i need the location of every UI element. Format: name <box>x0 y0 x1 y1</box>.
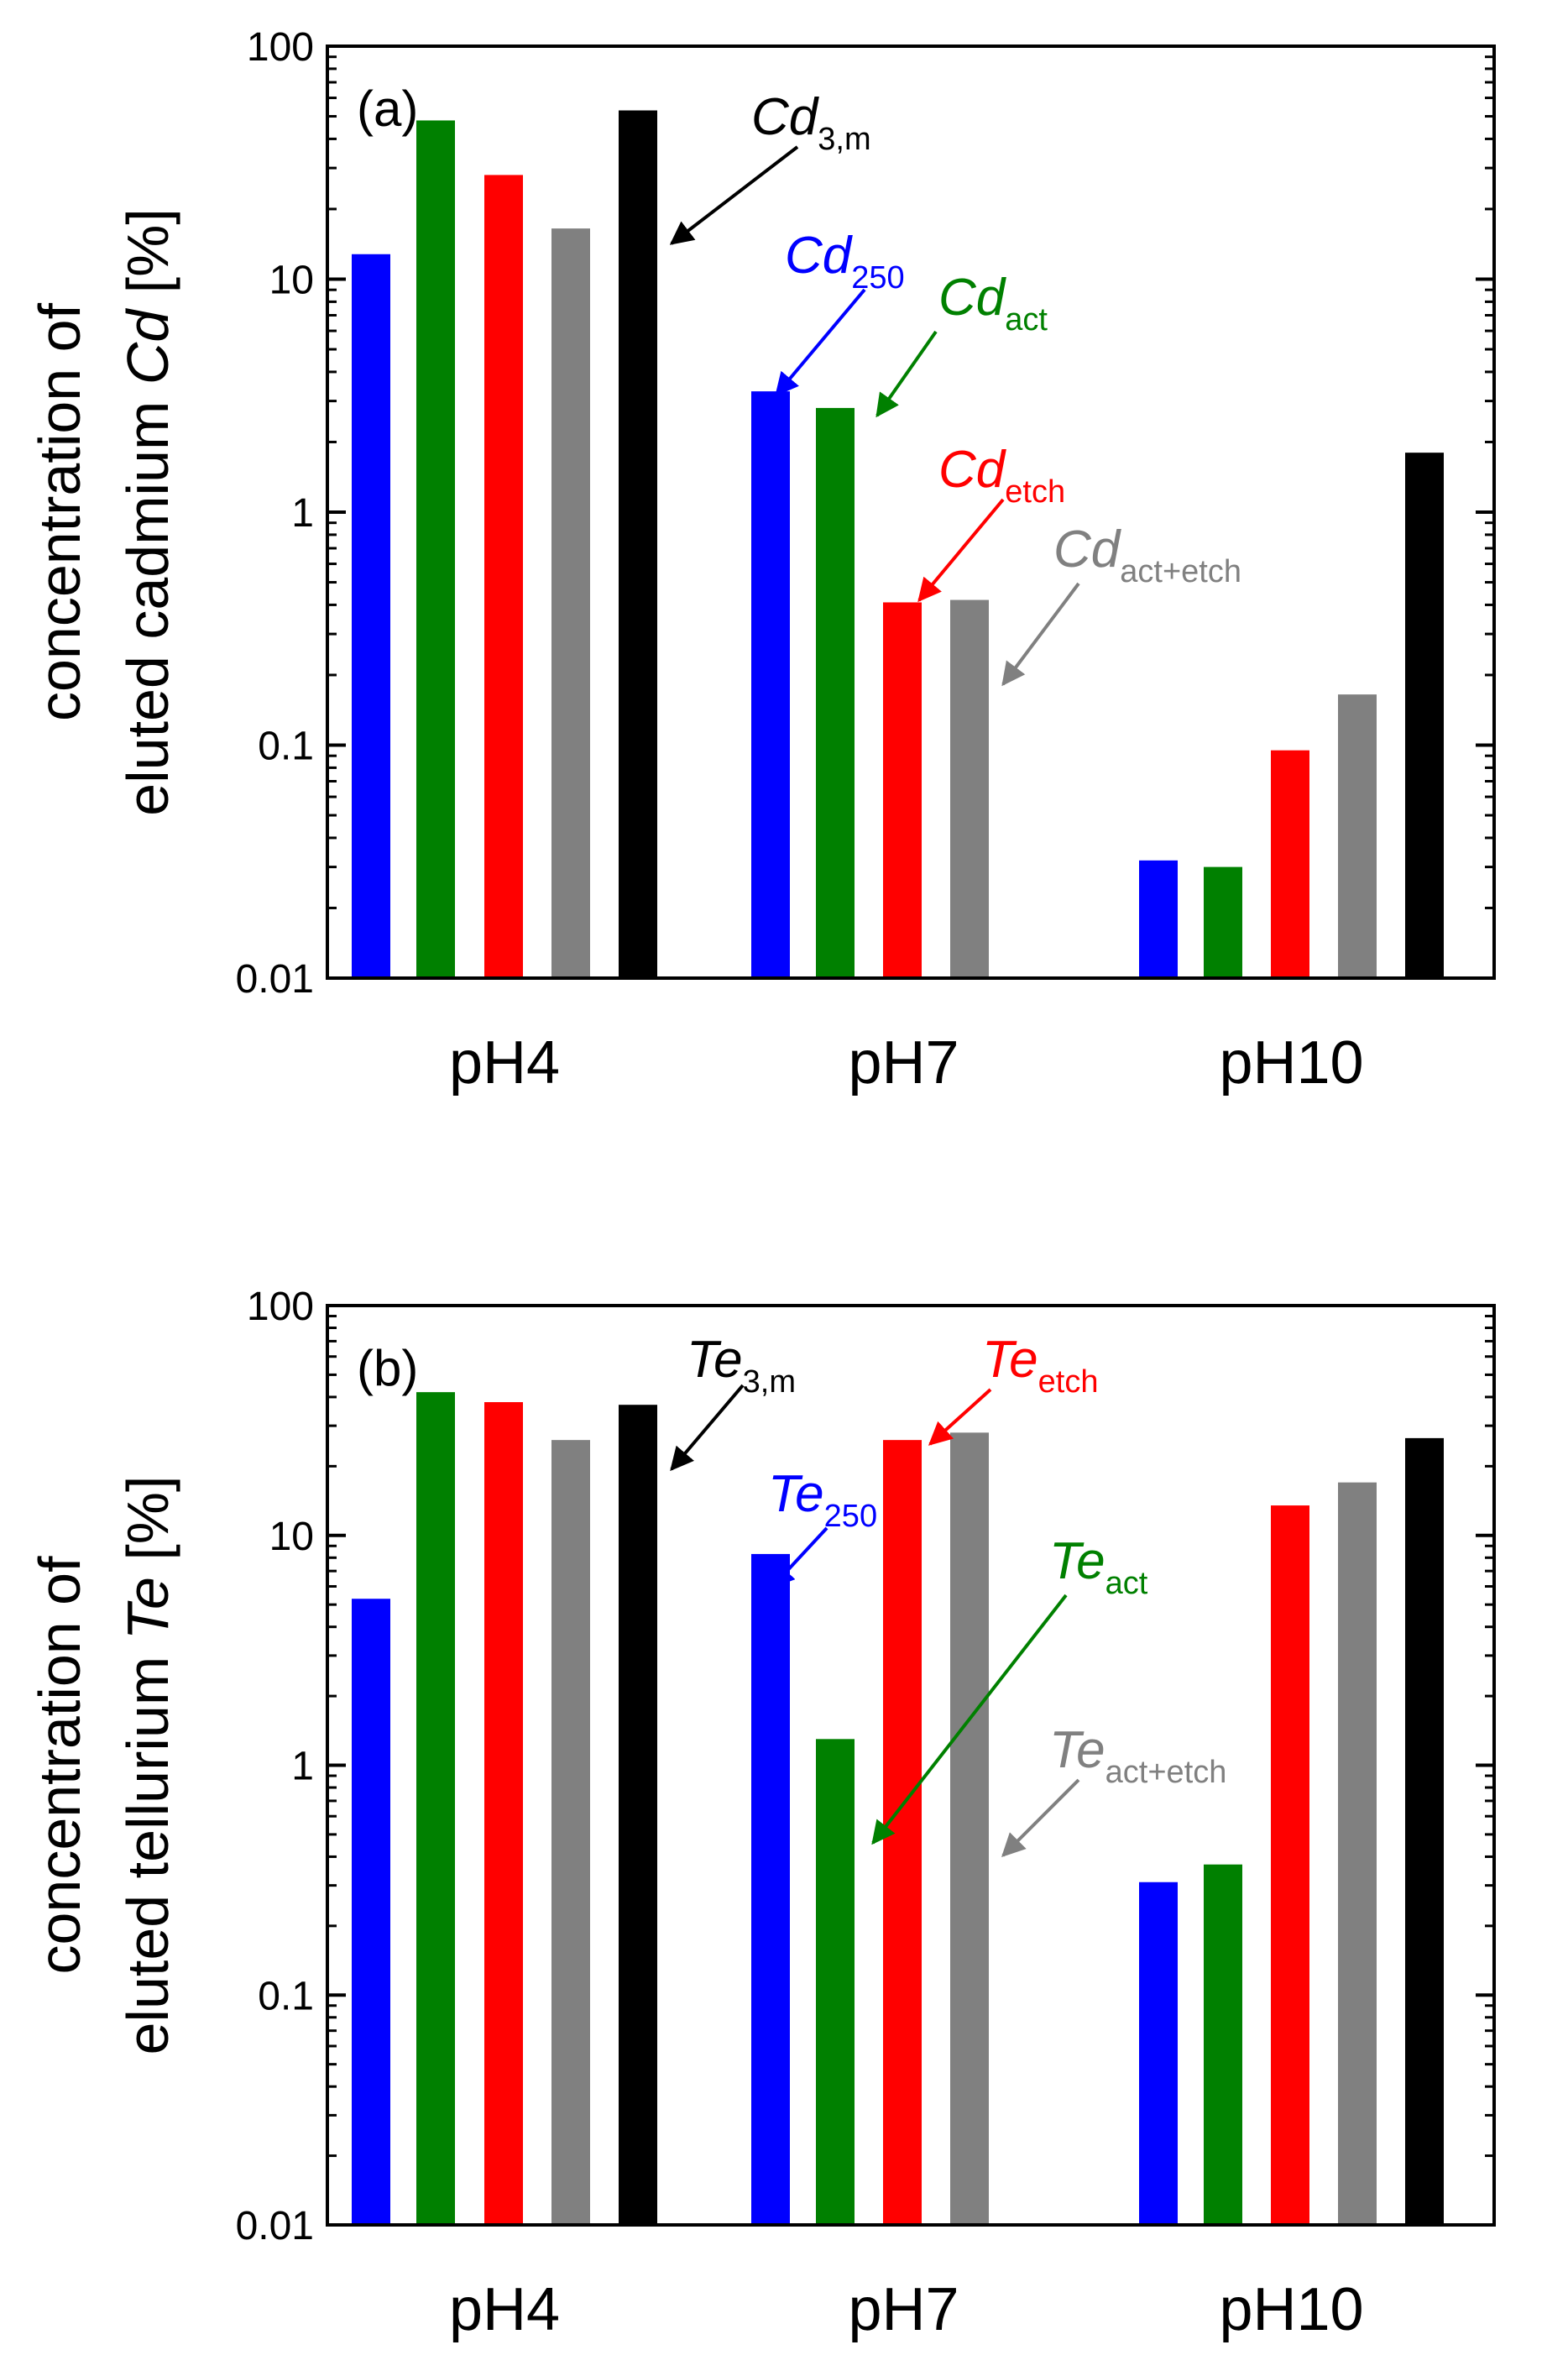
bar-Cdact+etch-pH4 <box>551 228 590 978</box>
bar-Teetch-pH10 <box>1271 1505 1309 2225</box>
annotation-arrow <box>669 145 799 245</box>
bar-Teact+etch-pH10 <box>1338 1482 1377 2225</box>
y-tick-label: 1 <box>291 1745 314 1789</box>
y-tick-label: 0.1 <box>258 725 314 769</box>
bar-Cd250-pH7 <box>751 391 790 978</box>
bar-Te3,m-pH4 <box>619 1405 657 2225</box>
annotation-arrow <box>775 288 866 397</box>
bar-Cd250-pH4 <box>352 254 390 978</box>
series-annotation: Teetch <box>982 1331 1099 1400</box>
y-tick-label: 0.01 <box>236 2204 314 2248</box>
series-annotation: Cdact <box>938 269 1048 338</box>
bar-Cdetch-pH7 <box>883 602 922 978</box>
x-category-label: pH10 <box>1219 1029 1363 1097</box>
y-axis-title-line1: concentration of <box>27 1556 92 1975</box>
series-annotation: Cdact+etch <box>1053 521 1241 589</box>
bar-Teact-pH10 <box>1204 1864 1242 2225</box>
bar-Teetch-pH4 <box>484 1402 523 2225</box>
series-annotation: Te250 <box>768 1465 877 1534</box>
bar-Cdact+etch-pH10 <box>1338 694 1377 978</box>
annotation-arrow <box>1001 582 1080 687</box>
bar-Te250-pH10 <box>1139 1882 1178 2225</box>
series-annotation: Cd250 <box>785 227 905 296</box>
y-tick-label: 10 <box>269 259 314 303</box>
x-category-label: pH7 <box>848 1029 959 1097</box>
x-category-label: pH7 <box>848 2276 959 2343</box>
y-axis-title-line2: eluted cadmium Cd [%] <box>115 208 180 816</box>
panel-label: (a) <box>357 81 418 137</box>
bar-Cdetch-pH10 <box>1271 750 1309 978</box>
y-tick-label: 10 <box>269 1515 314 1559</box>
bar-Te3,m-pH10 <box>1405 1437 1444 2225</box>
y-axis-title-line1: concentration of <box>27 302 92 721</box>
series-annotation: Cdetch <box>938 441 1065 510</box>
annotation-arrow <box>871 1594 1068 1845</box>
x-category-label: pH10 <box>1219 2276 1363 2343</box>
series-annotation: Teact <box>1049 1532 1148 1601</box>
series-annotation: Te3,m <box>687 1331 796 1400</box>
x-category-label: pH4 <box>449 2276 560 2343</box>
bar-Cdact+etch-pH7 <box>950 599 989 978</box>
annotation-arrow <box>928 1388 992 1446</box>
bar-Te250-pH7 <box>751 1553 790 2225</box>
bar-Cd3,m-pH4 <box>619 110 657 979</box>
series-annotation: Cd3,m <box>751 88 871 157</box>
annotation-arrow <box>670 1384 745 1472</box>
bar-Cd3,m-pH10 <box>1405 453 1444 978</box>
bar-Cdact-pH7 <box>816 407 855 978</box>
y-tick-label: 1 <box>291 491 314 536</box>
bar-Teact+etch-pH4 <box>551 1440 590 2225</box>
bar-Teetch-pH7 <box>883 1440 922 2225</box>
bar-Cdetch-pH4 <box>484 175 523 979</box>
y-tick-label: 100 <box>247 1285 314 1329</box>
bar-Teact+etch-pH7 <box>950 1432 989 2225</box>
bar-Cdact-pH4 <box>416 120 455 978</box>
bar-Teact-pH4 <box>416 1392 455 2225</box>
y-tick-label: 0.01 <box>236 957 314 1002</box>
bar-Teact-pH7 <box>816 1739 855 2225</box>
panel-label: (b) <box>357 1340 418 1396</box>
y-tick-label: 100 <box>247 25 314 70</box>
chart-panel-a: 0.01 0.1 1 10 100 pH4 pH7 pH10 concentration of e… <box>27 25 1496 1097</box>
annotation-arrow <box>771 1526 828 1589</box>
y-axis-title-line2: eluted tellurium Te [%] <box>115 1476 180 2055</box>
annotation-arrow <box>1001 1778 1080 1857</box>
annotation-arrow <box>875 330 938 418</box>
annotation-arrow <box>917 498 1005 603</box>
bar-Cd250-pH10 <box>1139 860 1178 978</box>
series-annotation: Teact+etch <box>1049 1721 1226 1790</box>
bar-Cdact-pH10 <box>1204 866 1242 978</box>
chart-panel-b: 0.01 0.1 1 10 100 pH4 pH7 pH10 concentration of e… <box>27 1285 1496 2343</box>
y-tick-label: 0.1 <box>258 1974 314 2018</box>
bar-Te250-pH4 <box>352 1599 390 2225</box>
x-category-label: pH4 <box>449 1029 560 1097</box>
